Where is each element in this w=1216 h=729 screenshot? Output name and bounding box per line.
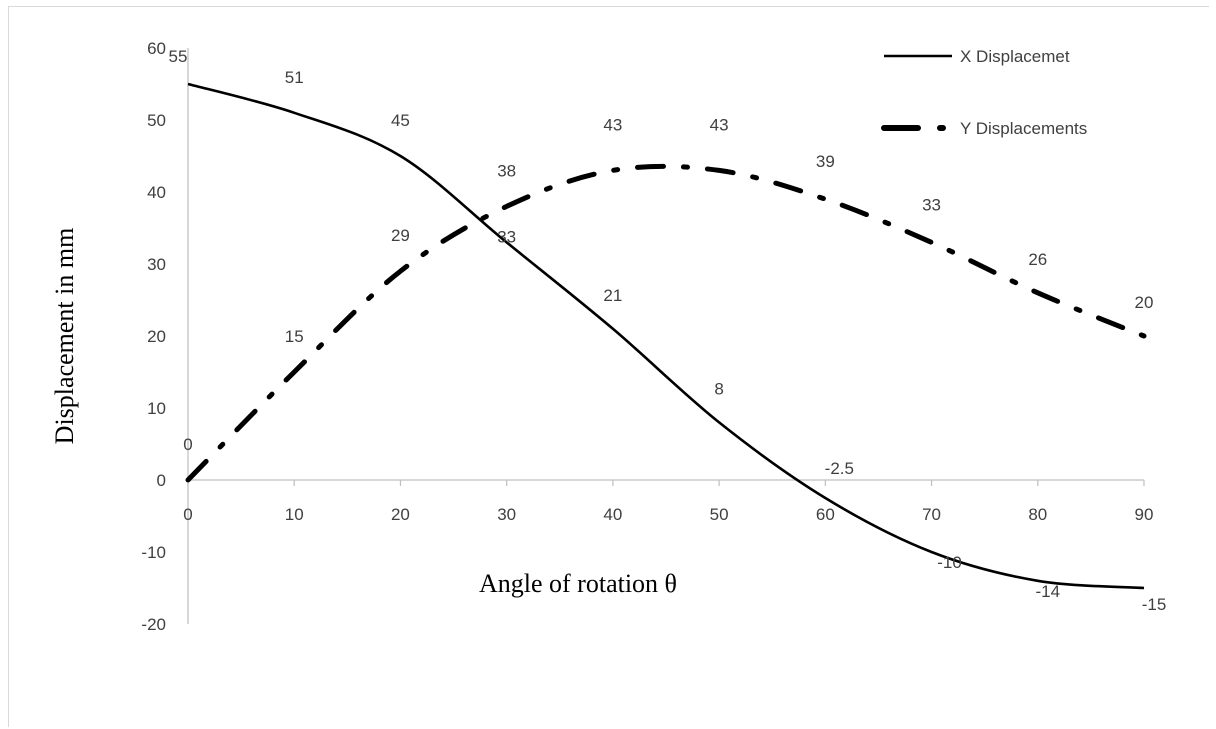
data-label: -15 (1142, 595, 1167, 614)
x-tick-label: 30 (497, 505, 516, 524)
data-label: 45 (391, 111, 410, 130)
data-label: 43 (710, 115, 729, 134)
x-tick-label: 60 (816, 505, 835, 524)
data-label: 0 (183, 435, 192, 454)
data-label: 33 (497, 227, 516, 246)
x-axis-title: Angle of rotation θ (479, 569, 677, 598)
x-tick-label: 80 (1028, 505, 1047, 524)
y-tick-label: 40 (147, 183, 166, 202)
data-label: 20 (1135, 293, 1154, 312)
data-label: 51 (285, 68, 304, 87)
data-label: 33 (922, 195, 941, 214)
y-tick-label: 30 (147, 255, 166, 274)
y-tick-label: 60 (147, 39, 166, 58)
data-label: 55 (169, 47, 188, 66)
data-label: 39 (816, 152, 835, 171)
data-labels: 55 51 45 33 21 8 -2.5 -10 -14 -15 0 15 29 38 43 43 39 33 2… (169, 47, 1167, 614)
y-tick-label: 10 (147, 399, 166, 418)
y-tick-label: 0 (157, 471, 166, 490)
x-tick-label: 0 (183, 505, 192, 524)
data-label: 29 (391, 226, 410, 245)
y-tick-label: 20 (147, 327, 166, 346)
y-tick-label: 50 (147, 111, 166, 130)
x-displacement-line (187, 82, 1145, 590)
data-label: -2.5 (825, 459, 854, 478)
data-label: 15 (285, 327, 304, 346)
x-tick-label: 20 (391, 505, 410, 524)
data-label: 38 (497, 161, 516, 180)
x-tick-label: 10 (285, 505, 304, 524)
data-label: 21 (603, 286, 622, 305)
x-tick-label: 90 (1135, 505, 1154, 524)
x-tick-label: 40 (603, 505, 622, 524)
data-label: -10 (937, 553, 962, 572)
series-lines (185, 82, 1147, 590)
x-tick-label: 70 (922, 505, 941, 524)
x-tick-label: 50 (710, 505, 729, 524)
legend-label-y-displacements: Y Displacements (960, 119, 1087, 138)
y-displacement-line (185, 163, 1147, 483)
legend: X Displacemet Y Displacements (881, 47, 1087, 138)
legend-label-x-displacemet: X Displacemet (960, 47, 1070, 66)
y-tick-label: -20 (141, 615, 166, 634)
y-tick-label: -10 (141, 543, 166, 562)
data-label: 43 (603, 115, 622, 134)
data-label: 8 (714, 379, 723, 398)
data-label: 26 (1028, 250, 1047, 269)
y-axis-title: Displacement in mm (50, 228, 79, 445)
data-label: -14 (1035, 582, 1060, 601)
